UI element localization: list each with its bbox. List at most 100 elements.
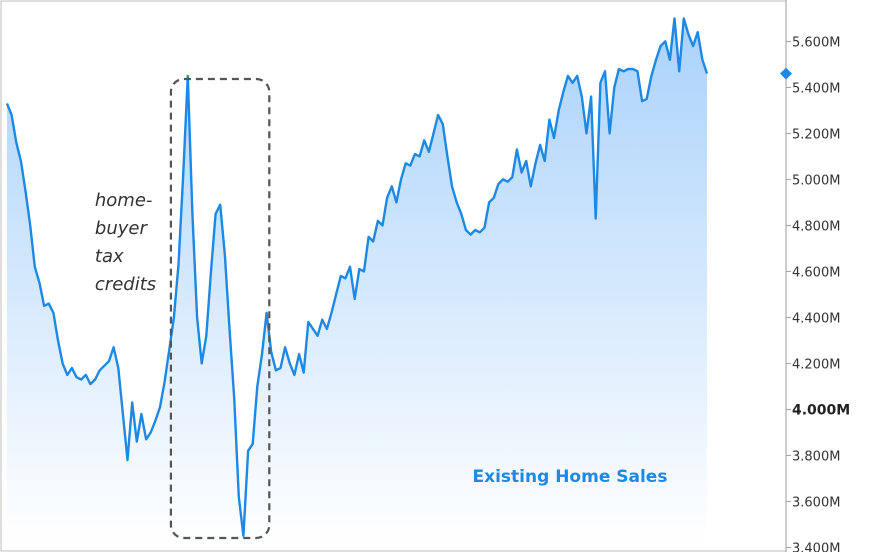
data-point [488,201,490,203]
data-point [15,141,17,143]
data-point [386,197,388,199]
data-point [275,369,277,371]
data-point [479,231,481,233]
data-point [641,100,643,102]
data-point [581,95,583,97]
data-point [687,33,689,35]
data-point [372,240,374,242]
data-point [80,378,82,380]
data-point [548,118,550,120]
data-point [460,213,462,215]
data-point [159,406,161,408]
data-point [585,132,587,134]
data-point [24,190,26,192]
data-point [622,70,624,72]
data-point [126,459,128,461]
data-point [182,174,184,176]
y-tick-label: 5.600M [792,35,840,50]
data-point [163,381,165,383]
data-point [103,365,105,367]
y-tick-label: 4.600M [792,265,840,280]
data-point [205,335,207,337]
last-value-marker [780,67,792,80]
y-tick-label: 5.400M [792,81,840,96]
annotation: home-buyer tax credits [95,77,271,540]
data-point [233,397,235,399]
data-point [358,268,360,270]
data-point [567,75,569,77]
data-point [349,266,351,268]
data-point [669,59,671,61]
data-point [316,335,318,337]
data-point [465,229,467,231]
data-point [279,367,281,369]
data-point [423,139,425,141]
data-point [99,369,101,371]
data-point [112,346,114,348]
data-point [335,293,337,295]
data-point [544,160,546,162]
data-point [664,40,666,42]
data-point [692,45,694,47]
data-point [539,144,541,146]
data-point [618,68,620,70]
data-point [34,266,36,268]
data-point [57,339,59,341]
data-point [650,75,652,77]
data-point [497,183,499,185]
data-point [646,98,648,100]
data-point [326,328,328,330]
annotation-text: home-buyer tax credits [95,190,156,295]
data-point [516,148,518,150]
data-point [210,270,212,272]
data-point [71,367,73,369]
data-point [493,197,495,199]
data-point [502,178,504,180]
data-point [655,59,657,61]
data-point [558,109,560,111]
data-point [456,201,458,203]
data-point [511,176,513,178]
data-point [706,72,708,74]
data-point [150,431,152,433]
data-point [89,383,91,385]
data-point [363,270,365,272]
data-point [247,450,249,452]
data-point [367,236,369,238]
data-point [534,162,536,164]
data-point [451,185,453,187]
data-point [219,204,221,206]
data-point [312,328,314,330]
data-point [377,220,379,222]
data-point [196,316,198,318]
data-point [298,353,300,355]
data-point [261,353,263,355]
series-line [5,17,709,538]
data-point [6,102,8,104]
data-point [293,374,295,376]
data-point [66,374,68,376]
data-point [428,151,430,153]
data-point [437,114,439,116]
y-tick-label: 5.200M [792,127,840,142]
data-point [168,348,170,350]
data-point [414,153,416,155]
data-point [418,155,420,157]
data-point [75,376,77,378]
data-point [432,132,434,134]
data-point [442,123,444,125]
series-label: Existing Home Sales [473,467,668,487]
data-point [85,374,87,376]
data-point [659,45,661,47]
data-point [187,75,189,77]
annotation-line: credits [95,274,156,295]
data-point [595,217,597,219]
data-point [191,213,193,215]
data-point [238,496,240,498]
data-point [636,70,638,72]
data-point [604,70,606,72]
data-point [94,378,96,380]
data-point [571,82,573,84]
data-point [20,160,22,162]
